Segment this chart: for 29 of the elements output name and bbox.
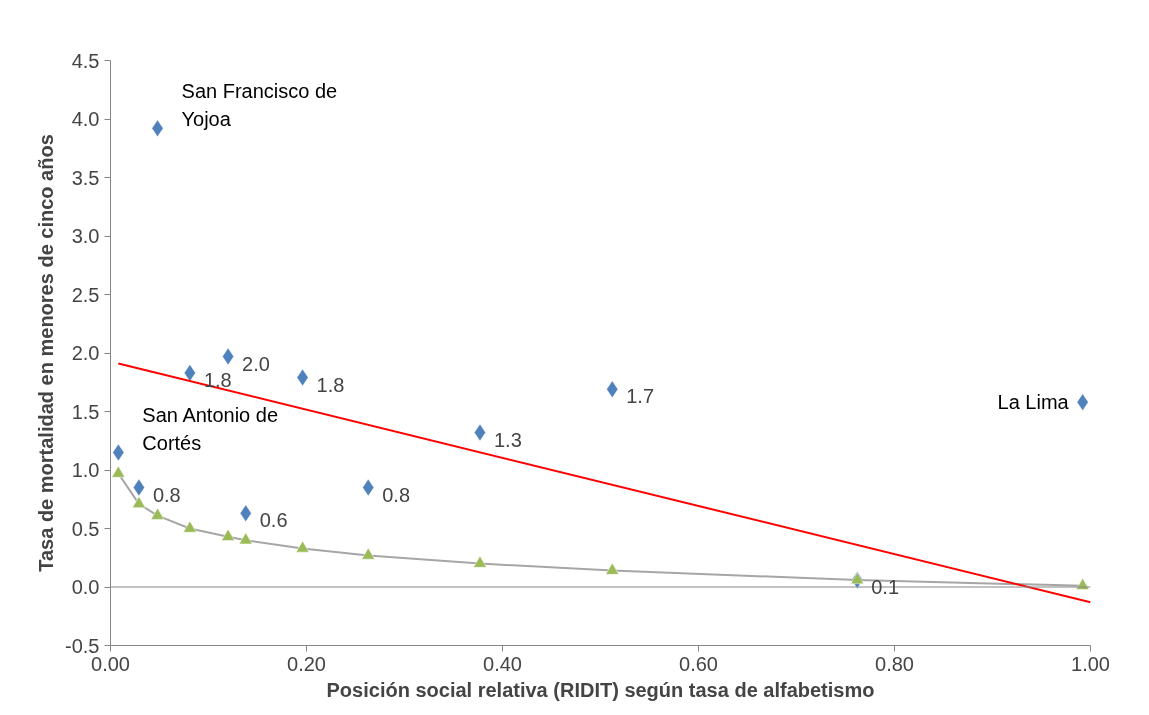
data-label: 0.8 xyxy=(382,483,411,506)
y-tick-label: 3.5 xyxy=(71,166,100,189)
y-tick-label: 1.5 xyxy=(71,400,100,423)
annotation: La Lima xyxy=(997,391,1070,414)
y-tick-label: 0.0 xyxy=(71,576,100,598)
data-label: 0.1 xyxy=(871,575,900,598)
annotation: San Francisco de Yojoa xyxy=(181,79,338,131)
data-label: 0.8 xyxy=(152,483,181,506)
y-tick-label: 4.5 xyxy=(71,49,100,72)
y-tick-label: 2.0 xyxy=(71,342,100,364)
annotation: San Antonio de Cortés xyxy=(142,403,279,455)
data-label: 1.8 xyxy=(203,368,232,391)
data-label: 0.6 xyxy=(259,509,288,532)
x-tick-label: 0.20 xyxy=(287,652,326,675)
y-tick-label: 2.5 xyxy=(71,283,100,306)
y-tick-label: 0.5 xyxy=(71,517,100,540)
y-tick-label: 3.0 xyxy=(71,225,100,247)
x-tick-label: 0.60 xyxy=(679,652,718,675)
x-tick-label: 0.40 xyxy=(483,652,522,675)
data-label: 1.8 xyxy=(316,373,345,396)
data-label: 1.3 xyxy=(493,428,522,451)
x-tick-label: 1.00 xyxy=(1071,652,1110,675)
y-axis-title: Tasa de mortalidad en menores de cinco años xyxy=(35,134,58,572)
data-label: 1.7 xyxy=(626,385,655,408)
data-label: 2.0 xyxy=(242,352,270,375)
y-tick-label: 4.0 xyxy=(71,108,100,130)
x-tick-label: 0.80 xyxy=(875,652,914,675)
x-axis-title: Posición social relativa (RIDIT) según tasa de alfabetismo xyxy=(326,678,875,701)
y-tick-label: 1.0 xyxy=(71,459,100,481)
